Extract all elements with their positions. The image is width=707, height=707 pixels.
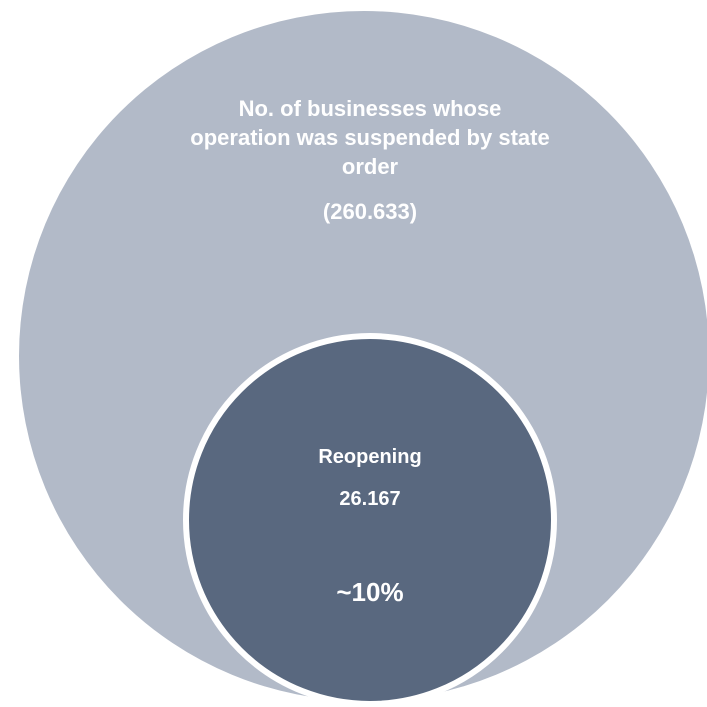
outer-circle-label: No. of businesses whose operation was su…: [190, 96, 550, 179]
inner-circle-percent: ~10%: [336, 577, 404, 607]
outer-circle-value: (260.633): [322, 199, 418, 224]
inner-circle-reopening: Reopening 26.167 ~10%: [183, 333, 557, 707]
inner-circle-value: 26.167: [339, 488, 401, 510]
outer-circle-text: No. of businesses whose operation was su…: [150, 94, 590, 226]
inner-circle-title: Reopening: [318, 446, 422, 468]
